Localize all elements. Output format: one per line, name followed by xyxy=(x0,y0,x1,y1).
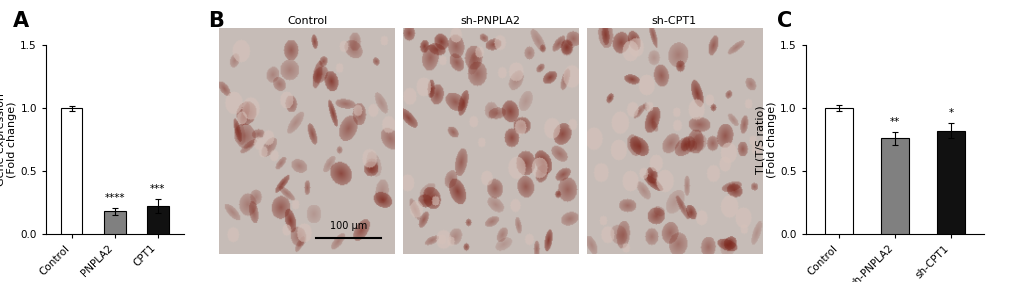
Text: ***: *** xyxy=(150,184,165,194)
Title: sh-PNPLA2: sh-PNPLA2 xyxy=(461,16,521,26)
Text: **: ** xyxy=(889,117,900,127)
Title: sh-CPT1: sh-CPT1 xyxy=(651,16,696,26)
Text: B: B xyxy=(208,11,224,31)
Y-axis label: Gene expression
(Fold change): Gene expression (Fold change) xyxy=(0,93,17,186)
Text: *: * xyxy=(948,108,953,118)
Title: Control: Control xyxy=(287,16,327,26)
Text: C: C xyxy=(776,11,792,31)
Bar xyxy=(936,131,964,234)
Text: 100 μm: 100 μm xyxy=(330,221,367,231)
Text: A: A xyxy=(13,11,30,31)
Y-axis label: TL(T/S ratio)
(Fold change): TL(T/S ratio) (Fold change) xyxy=(755,101,776,178)
Bar xyxy=(61,108,83,234)
Bar xyxy=(104,212,125,234)
Bar xyxy=(880,138,908,234)
Text: ****: **** xyxy=(104,193,125,203)
Bar xyxy=(824,108,852,234)
Bar xyxy=(147,206,168,234)
